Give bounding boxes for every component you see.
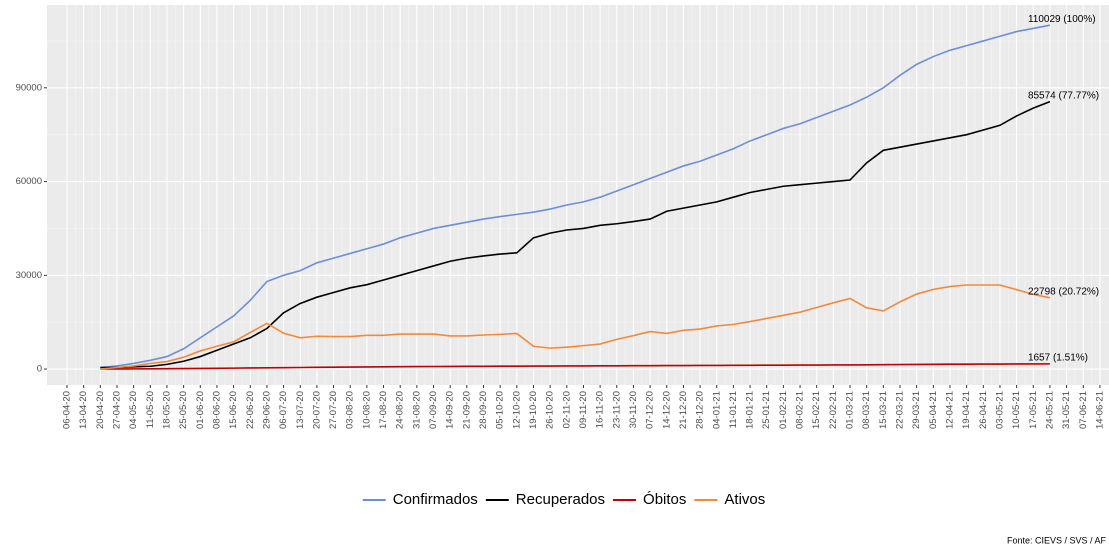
x-tick-label: 18-01-21 bbox=[745, 391, 756, 429]
x-tick-label: 31-05-21 bbox=[1061, 391, 1072, 429]
x-tick-label: 04-05-20 bbox=[128, 391, 139, 429]
x-tick-label: 14-09-20 bbox=[445, 391, 456, 429]
x-tick-label: 01-03-21 bbox=[845, 391, 856, 429]
x-tick-label: 14-06-21 bbox=[1094, 391, 1105, 429]
x-tick-label: 13-04-20 bbox=[78, 391, 89, 429]
x-tick-label: 20-04-20 bbox=[95, 391, 106, 429]
x-tick-label: 29-06-20 bbox=[261, 391, 272, 429]
x-tick-label: 07-06-21 bbox=[1078, 391, 1089, 429]
x-tick-label: 10-08-20 bbox=[361, 391, 372, 429]
x-tick-label: 08-03-21 bbox=[861, 391, 872, 429]
x-tick-label: 24-05-21 bbox=[1044, 391, 1055, 429]
x-tick-label: 19-04-21 bbox=[961, 391, 972, 429]
y-tick-label: 0 bbox=[37, 364, 42, 375]
x-tick-label: 21-12-20 bbox=[678, 391, 689, 429]
x-tick-label: 06-04-20 bbox=[62, 391, 73, 429]
legend-item: Ativos bbox=[694, 491, 765, 508]
legend-item: Óbitos bbox=[613, 491, 686, 508]
x-tick-label: 03-05-21 bbox=[994, 391, 1005, 429]
series-line bbox=[100, 100, 1051, 369]
x-tick-label: 25-01-21 bbox=[761, 391, 772, 429]
legend: Confirmados Recuperados Óbitos Ativos bbox=[362, 491, 765, 508]
x-tick-label: 15-06-20 bbox=[228, 391, 239, 429]
x-tick-label: 05-04-21 bbox=[928, 391, 939, 429]
x-tick-label: 08-02-21 bbox=[795, 391, 806, 429]
lines: 110029 (100%) 85574 (77.77%) 1657 (1.51%) 2… bbox=[100, 14, 1099, 370]
x-tick-label: 08-06-20 bbox=[211, 391, 222, 429]
x-tick-label: 03-08-20 bbox=[345, 391, 356, 429]
x-tick-label: 12-10-20 bbox=[511, 391, 522, 429]
x-tick-label: 02-11-20 bbox=[561, 391, 572, 428]
x-tick-label: 20-07-20 bbox=[311, 391, 322, 429]
end-label: 1657 (1.51%) bbox=[1028, 353, 1088, 364]
legend-item: Recuperados bbox=[485, 491, 605, 508]
x-tick-label: 16-11-20 bbox=[595, 391, 606, 428]
end-label: 85574 (77.77%) bbox=[1028, 90, 1099, 101]
x-tick-label: 11-01-21 bbox=[728, 391, 739, 428]
axes: 0 30000 60000 90000 06-04-20 13-04-20 20-04-20… bbox=[16, 82, 1106, 429]
x-tick-label: 01-06-20 bbox=[195, 391, 206, 429]
x-tick-label: 15-03-21 bbox=[878, 391, 889, 429]
x-tick-label: 09-11-20 bbox=[578, 391, 589, 428]
x-tick-label: 26-10-20 bbox=[545, 391, 556, 429]
legend-item: Confirmados bbox=[362, 491, 478, 508]
x-tick-label: 22-02-21 bbox=[828, 391, 839, 429]
x-tick-label: 05-10-20 bbox=[495, 391, 506, 429]
x-tick-label: 10-05-21 bbox=[1011, 391, 1022, 429]
legend-label: Ativos bbox=[724, 491, 765, 508]
x-tick-label: 21-09-20 bbox=[461, 391, 472, 429]
x-tick-label: 24-08-20 bbox=[395, 391, 406, 429]
x-tick-label: 06-07-20 bbox=[278, 391, 289, 429]
x-tick-label: 07-09-20 bbox=[428, 391, 439, 429]
y-tick-label: 60000 bbox=[16, 176, 42, 187]
x-tick-label: 26-04-21 bbox=[978, 391, 989, 429]
x-tick-label: 27-07-20 bbox=[328, 391, 339, 429]
x-tick-label: 31-08-20 bbox=[411, 391, 422, 429]
x-tick-label: 22-06-20 bbox=[245, 391, 256, 429]
x-tick-label: 23-11-20 bbox=[611, 391, 622, 428]
x-tick-label: 28-09-20 bbox=[478, 391, 489, 429]
x-tick-label: 19-10-20 bbox=[528, 391, 539, 429]
x-tick-label: 17-05-21 bbox=[1028, 391, 1039, 429]
series-line bbox=[100, 284, 1051, 370]
x-tick-label: 07-12-20 bbox=[645, 391, 656, 429]
x-tick-label: 22-03-21 bbox=[895, 391, 906, 429]
caption: Fonte: CIEVS / SVS / AF bbox=[1007, 535, 1107, 545]
end-label: 110029 (100%) bbox=[1028, 14, 1096, 25]
legend-label: Confirmados bbox=[393, 491, 478, 508]
x-tick-label: 11-05-20 bbox=[145, 391, 156, 428]
y-tick-label: 30000 bbox=[16, 270, 42, 281]
legend-label: Óbitos bbox=[643, 491, 686, 508]
series-line bbox=[100, 363, 1050, 370]
x-tick-label: 30-11-20 bbox=[628, 391, 639, 428]
x-tick-label: 04-01-21 bbox=[711, 391, 722, 429]
x-tick-label: 29-03-21 bbox=[911, 391, 922, 429]
series-line bbox=[100, 24, 1051, 369]
x-tick-label: 13-07-20 bbox=[295, 391, 306, 429]
grid bbox=[47, 5, 1109, 385]
x-tick-label: 27-04-20 bbox=[111, 391, 122, 429]
x-tick-label: 01-02-21 bbox=[778, 391, 789, 429]
end-label: 22798 (20.72%) bbox=[1028, 286, 1099, 297]
x-tick-label: 14-12-20 bbox=[661, 391, 672, 429]
x-tick-label: 12-04-21 bbox=[944, 391, 955, 429]
x-tick-label: 25-05-20 bbox=[178, 391, 189, 429]
x-tick-label: 15-02-21 bbox=[811, 391, 822, 429]
x-tick-label: 18-05-20 bbox=[161, 391, 172, 429]
y-tick-label: 90000 bbox=[16, 82, 42, 93]
legend-label: Recuperados bbox=[516, 491, 605, 508]
x-tick-label: 28-12-20 bbox=[695, 391, 706, 429]
x-tick-label: 17-08-20 bbox=[378, 391, 389, 429]
